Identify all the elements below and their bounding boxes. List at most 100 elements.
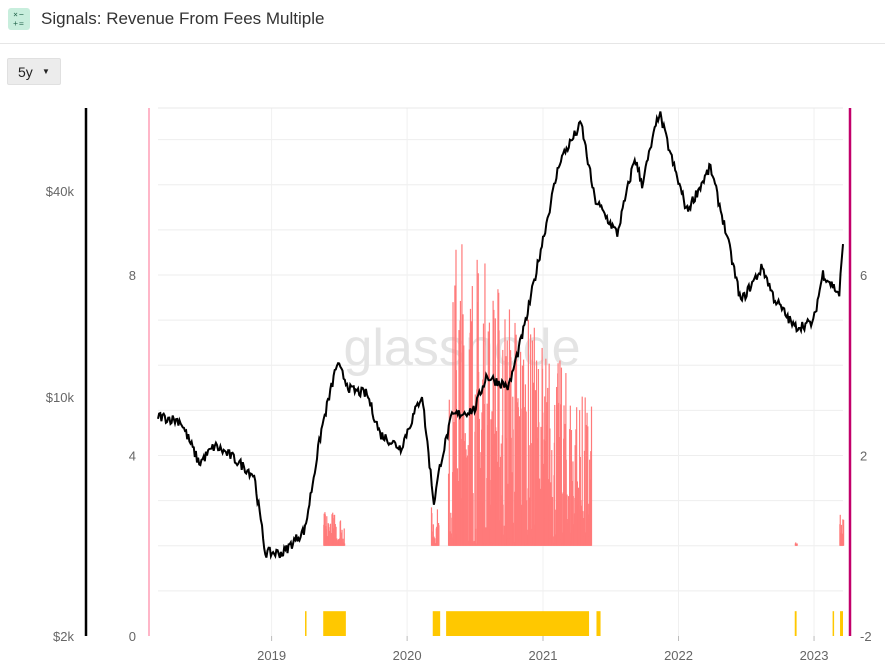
positive-bar	[512, 429, 514, 546]
positive-bar	[547, 387, 549, 546]
positive-bar	[452, 302, 454, 546]
positive-bar	[563, 405, 565, 546]
positive-bar	[572, 496, 574, 546]
indicator-axis-tick-label: 4	[129, 448, 136, 463]
positive-bar	[492, 300, 494, 546]
positive-bar	[498, 330, 500, 546]
time-range-dropdown[interactable]: 5y ▼	[7, 58, 61, 85]
positive-bar	[531, 443, 533, 546]
positive-bar	[508, 309, 511, 546]
positive-bar	[474, 394, 476, 546]
positive-bar	[475, 528, 477, 546]
positive-bar	[575, 429, 577, 546]
positive-bar	[482, 379, 484, 546]
positive-bar	[531, 340, 534, 546]
positive-bar	[584, 397, 586, 546]
signal-bar	[596, 611, 601, 636]
positive-bar	[334, 524, 336, 546]
positive-bar	[484, 529, 486, 546]
positive-bar	[468, 540, 470, 546]
positive-bar	[561, 493, 563, 546]
positive-bar	[573, 524, 575, 546]
positive-bar	[456, 468, 459, 546]
positive-bar	[525, 500, 528, 546]
positive-bar	[503, 525, 505, 546]
positive-bar	[330, 533, 332, 546]
positive-bar	[534, 524, 536, 546]
signal-bar	[794, 611, 797, 636]
positive-bar	[544, 396, 546, 546]
positive-bar	[471, 286, 473, 546]
positive-bar	[494, 433, 496, 546]
positive-bar	[485, 527, 487, 546]
positive-bar	[557, 402, 560, 546]
positive-bar	[565, 373, 567, 546]
time-range-label: 5y	[18, 64, 33, 80]
positive-bar	[521, 365, 524, 546]
positive-bar	[343, 528, 345, 546]
right-axis-tick-label: 6	[860, 268, 867, 283]
positive-bar	[472, 493, 474, 546]
positive-bar	[841, 533, 843, 546]
positive-bars	[323, 244, 845, 546]
positive-bar	[455, 370, 457, 546]
positive-bar	[470, 321, 473, 546]
positive-bar	[339, 520, 342, 546]
positive-bar	[590, 406, 593, 546]
positive-bar	[538, 478, 541, 546]
positive-bar	[436, 509, 439, 546]
positive-bar	[460, 439, 462, 546]
positive-bar	[840, 524, 842, 546]
positive-bar	[495, 427, 497, 546]
positive-bar	[538, 422, 540, 546]
positive-bar	[486, 425, 489, 546]
positive-bar	[521, 504, 523, 546]
positive-bar	[326, 516, 328, 546]
positive-bar	[554, 404, 556, 546]
signal-bar	[446, 611, 590, 636]
positive-bar	[560, 367, 563, 546]
positive-bar	[328, 530, 330, 546]
signal-bar	[305, 611, 307, 636]
positive-bar	[520, 408, 522, 546]
positive-bar	[499, 456, 502, 546]
positive-bar	[450, 517, 452, 546]
positive-bar	[583, 450, 586, 546]
positive-bar	[527, 319, 529, 546]
positive-bar	[510, 437, 512, 546]
positive-bar	[587, 426, 589, 546]
positive-bar	[569, 405, 571, 546]
positive-bar	[453, 422, 455, 546]
positive-bar	[438, 525, 440, 546]
positive-bar	[534, 390, 537, 546]
positive-bar	[432, 524, 434, 546]
positive-bar	[529, 497, 531, 546]
positive-bar	[532, 382, 535, 546]
positive-bar	[530, 334, 532, 546]
positive-bar	[556, 405, 558, 546]
positive-bar	[462, 314, 464, 546]
positive-bar	[537, 438, 539, 546]
positive-bar	[506, 340, 508, 546]
positive-bar	[490, 419, 492, 546]
positive-bar	[512, 522, 515, 546]
positive-bar	[554, 534, 556, 546]
positive-bar	[564, 423, 566, 546]
positive-bar	[489, 504, 491, 546]
positive-bar	[502, 504, 504, 546]
right-axis-tick-label: 2	[860, 448, 867, 463]
positive-bar	[502, 349, 504, 546]
positive-bar	[333, 514, 336, 546]
signal-bars	[305, 611, 843, 636]
price-axis-tick-label: $10k	[46, 390, 75, 405]
positive-bar	[431, 513, 433, 546]
positive-bar	[336, 538, 338, 546]
header-bar: ×− += Signals: Revenue From Fees Multiple	[0, 0, 885, 44]
positive-bar	[466, 455, 469, 546]
positive-bar	[580, 500, 582, 546]
positive-bar	[331, 514, 333, 546]
positive-bar	[463, 345, 465, 546]
positive-bar	[341, 529, 343, 546]
x-axis-tick-label: 2021	[529, 648, 558, 663]
signal-bar	[832, 611, 835, 636]
